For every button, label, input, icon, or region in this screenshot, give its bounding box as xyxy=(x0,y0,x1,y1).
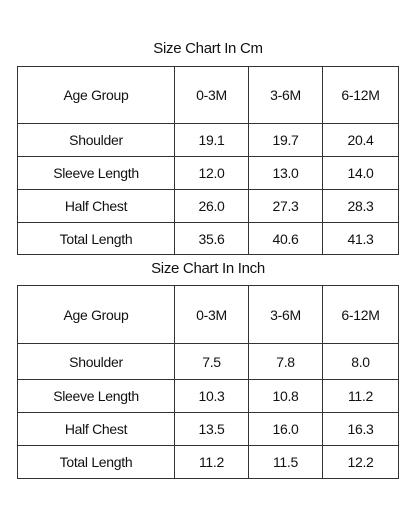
cell: 20.4 xyxy=(322,123,399,157)
cell: 16.3 xyxy=(322,412,399,446)
cell: 11.5 xyxy=(248,445,323,479)
cell: 40.6 xyxy=(248,222,323,255)
size-table: Age Group 0-3M 3-6M 6-12M Shoulder 7.5 7.8 8.0 S… xyxy=(17,285,399,479)
header-cell: 6-12M xyxy=(322,285,399,344)
cell: 28.3 xyxy=(322,189,399,223)
cell: 11.2 xyxy=(174,445,249,479)
cell: 10.3 xyxy=(174,379,249,413)
header-cell: Age Group xyxy=(17,285,175,344)
cell: 16.0 xyxy=(248,412,323,446)
cell: 26.0 xyxy=(174,189,249,223)
data-row: Sleeve Length 10.3 10.8 11.2 xyxy=(17,379,399,413)
cell: 19.1 xyxy=(174,123,249,157)
row-label: Sleeve Length xyxy=(17,156,175,190)
data-row: Total Length 35.6 40.6 41.3 xyxy=(17,222,399,255)
header-cell: 0-3M xyxy=(174,285,249,344)
header-cell: 3-6M xyxy=(248,285,323,344)
row-label: Shoulder xyxy=(17,343,175,380)
table-title: Size Chart In Inch xyxy=(151,260,265,277)
data-row: Total Length 11.2 11.5 12.2 xyxy=(17,445,399,479)
row-label: Half Chest xyxy=(17,189,175,223)
row-label: Shoulder xyxy=(17,123,175,157)
data-row: Half Chest 26.0 27.3 28.3 xyxy=(17,189,399,223)
header-cell: 0-3M xyxy=(174,66,249,124)
data-row: Shoulder 7.5 7.8 8.0 xyxy=(17,343,399,380)
data-row: Sleeve Length 12.0 13.0 14.0 xyxy=(17,156,399,190)
cell: 11.2 xyxy=(322,379,399,413)
header-cell: 6-12M xyxy=(322,66,399,124)
header-row: Age Group 0-3M 3-6M 6-12M xyxy=(17,285,399,344)
data-row: Half Chest 13.5 16.0 16.3 xyxy=(17,412,399,446)
cell: 41.3 xyxy=(322,222,399,255)
row-label: Sleeve Length xyxy=(17,379,175,413)
cell: 10.8 xyxy=(248,379,323,413)
cell: 7.5 xyxy=(174,343,249,380)
header-row: Age Group 0-3M 3-6M 6-12M xyxy=(17,66,399,124)
cell: 14.0 xyxy=(322,156,399,190)
cell: 12.2 xyxy=(322,445,399,479)
size-table: Age Group 0-3M 3-6M 6-12M Shoulder 19.1 19.7 20… xyxy=(17,66,399,255)
cell: 35.6 xyxy=(174,222,249,255)
cell: 19.7 xyxy=(248,123,323,157)
cell: 8.0 xyxy=(322,343,399,380)
cell: 13.0 xyxy=(248,156,323,190)
cell: 7.8 xyxy=(248,343,323,380)
cell: 12.0 xyxy=(174,156,249,190)
row-label: Total Length xyxy=(17,445,175,479)
header-cell: 3-6M xyxy=(248,66,323,124)
row-label: Half Chest xyxy=(17,412,175,446)
row-label: Total Length xyxy=(17,222,175,255)
table-title: Size Chart In Cm xyxy=(153,40,263,57)
cell: 13.5 xyxy=(174,412,249,446)
cell: 27.3 xyxy=(248,189,323,223)
header-cell: Age Group xyxy=(17,66,175,124)
data-row: Shoulder 19.1 19.7 20.4 xyxy=(17,123,399,157)
